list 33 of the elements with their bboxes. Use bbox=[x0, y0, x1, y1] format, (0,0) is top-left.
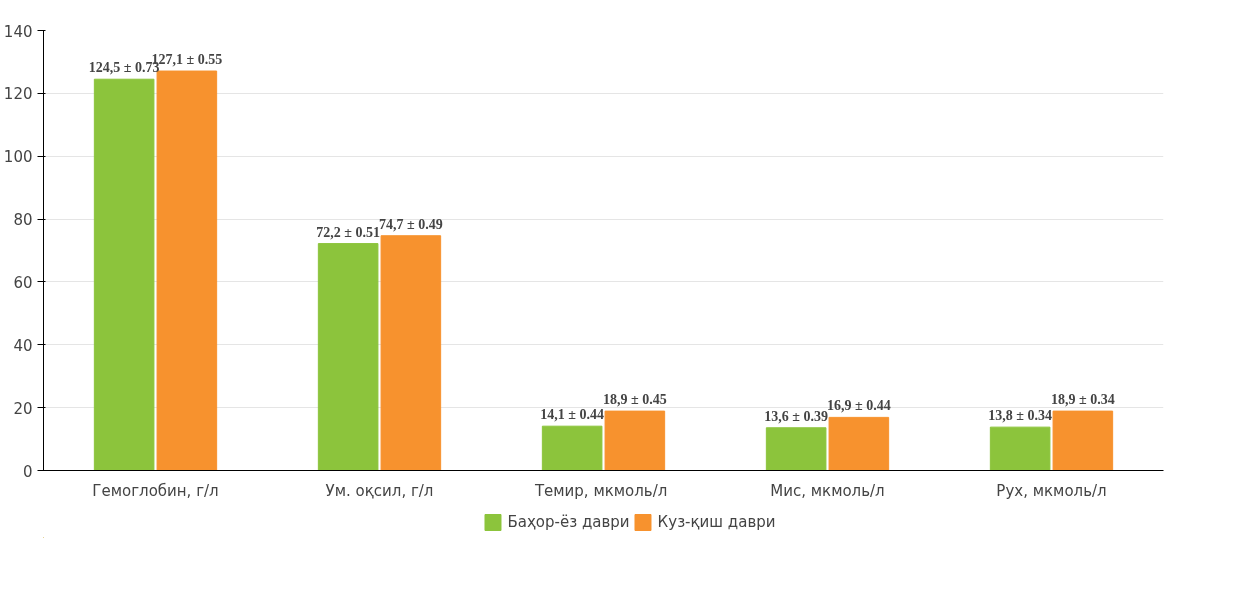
y-tick-label: 60 bbox=[13, 273, 33, 292]
y-tick-label: 140 bbox=[3, 22, 33, 41]
bar bbox=[765, 427, 827, 471]
data-label: 18,9 ± 0.45 bbox=[603, 392, 667, 408]
bar bbox=[93, 78, 155, 471]
y-tick-label: 40 bbox=[13, 336, 33, 355]
bar bbox=[1052, 410, 1114, 471]
bar bbox=[380, 235, 442, 471]
y-tick-label: 20 bbox=[13, 399, 33, 418]
bar bbox=[604, 410, 666, 471]
y-tick-label: 100 bbox=[3, 148, 33, 167]
data-label: 72,2 ± 0.51 bbox=[316, 224, 380, 240]
bar bbox=[317, 243, 379, 471]
legend-label: Баҳор-ёз даври bbox=[507, 513, 630, 531]
y-tick-label: 0 bbox=[22, 462, 33, 481]
legend-label: Куз-қиш даври bbox=[657, 513, 776, 531]
data-label: 13,6 ± 0.39 bbox=[764, 408, 828, 424]
data-label: 14,1 ± 0.44 bbox=[540, 407, 604, 423]
bar bbox=[541, 425, 603, 471]
data-label: 74,7 ± 0.49 bbox=[379, 216, 443, 232]
bar bbox=[156, 70, 218, 471]
x-tick-label: Темир, мкмоль/л bbox=[533, 481, 668, 500]
x-tick-label: Рух, мкмоль/л bbox=[996, 481, 1107, 500]
data-label: 13,8 ± 0.34 bbox=[988, 408, 1052, 424]
data-label: 16,9 ± 0.44 bbox=[827, 398, 891, 414]
bar bbox=[989, 426, 1051, 471]
bar bbox=[828, 416, 890, 471]
x-tick-label: Мис, мкмоль/л bbox=[770, 481, 885, 500]
y-tick-label: 80 bbox=[13, 211, 33, 230]
data-label: 18,9 ± 0.34 bbox=[1051, 392, 1115, 408]
x-tick-label: Гемоглобин, г/л bbox=[92, 481, 219, 500]
y-tick-label: 120 bbox=[3, 85, 33, 104]
x-tick-label: Ум. оқсил, г/л bbox=[325, 481, 434, 500]
